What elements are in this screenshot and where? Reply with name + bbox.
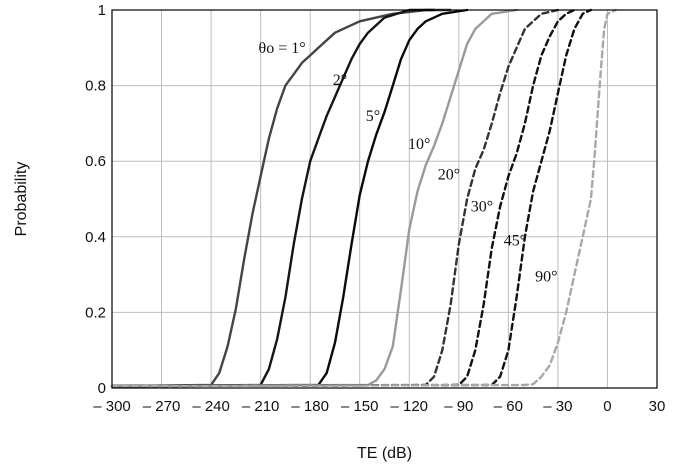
y-tick-label: 0.6 [85, 153, 106, 170]
x-tick-label: – 270 [143, 398, 181, 415]
curve-labels: θo = 1° 2° 5° 10° 20° 30° 45° 90° [259, 40, 558, 286]
x-tick-label: – 150 [341, 398, 379, 415]
series-line-6 [110, 8, 593, 388]
series-line-3 [110, 8, 518, 388]
y-tick-label: 0 [98, 380, 106, 397]
y-tick-label: 0.4 [85, 229, 106, 246]
curve-label-4: 20° [438, 166, 460, 183]
y-tick-label: 1 [98, 2, 106, 19]
curve-label-7: 90° [535, 268, 557, 285]
series-line-0 [110, 8, 452, 388]
x-tick-label: – 240 [192, 398, 230, 415]
series-line-5 [110, 8, 576, 388]
x-tick-labels: – 300– 270– 240– 210– 180– 150– 120– 90–… [93, 398, 665, 415]
x-tick-label: – 120 [390, 398, 428, 415]
x-tick-label: – 210 [242, 398, 280, 415]
y-tick-labels: 0 0.2 0.4 0.6 0.8 1 [85, 2, 106, 397]
x-tick-label: 30 [649, 398, 666, 415]
x-tick-label: – 90 [444, 398, 473, 415]
y-tick-label: 0.8 [85, 78, 106, 95]
grid [111, 9, 658, 389]
series-group [110, 8, 617, 388]
x-tick-label: – 30 [543, 398, 572, 415]
plot-frame [111, 9, 658, 389]
curve-label-1: 2° [333, 72, 347, 89]
y-axis-label: Probability [13, 162, 30, 237]
series-line-1 [110, 8, 436, 388]
x-tick-label: 0 [603, 398, 611, 415]
series-line-7 [110, 8, 617, 388]
curve-label-6: 45° [504, 233, 526, 250]
curve-label-5: 30° [471, 199, 493, 216]
x-tick-label: – 180 [291, 398, 329, 415]
series-line-4 [110, 8, 560, 388]
x-tick-label: – 60 [494, 398, 523, 415]
series-line-2 [110, 8, 469, 388]
curve-label-2: 5° [366, 108, 380, 125]
x-axis-label: TE (dB) [357, 445, 412, 462]
curve-label-3: 10° [408, 136, 430, 153]
curve-label-0: θo = 1° [259, 40, 306, 57]
x-tick-label: – 300 [93, 398, 131, 415]
y-tick-label: 0.2 [85, 304, 106, 321]
